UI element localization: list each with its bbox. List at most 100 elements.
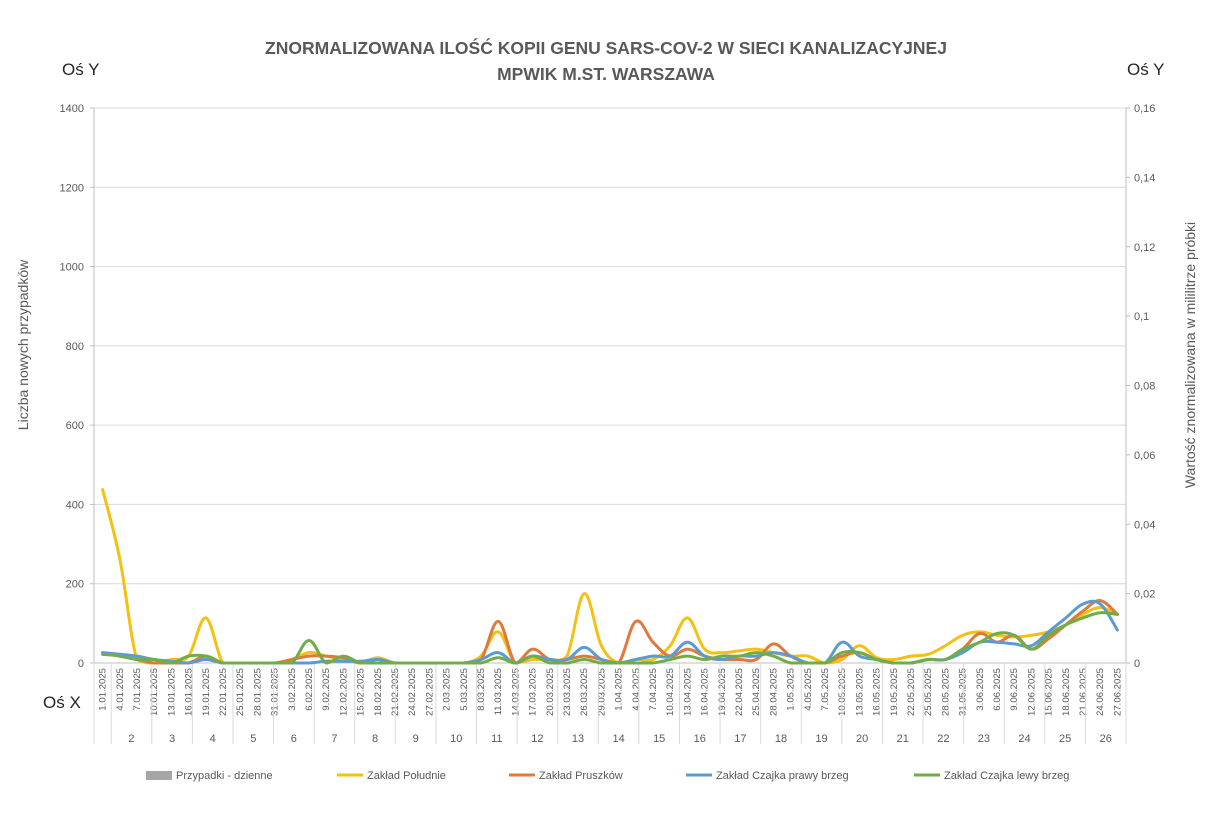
x-tick-label: 28.05.2025 [940, 668, 951, 716]
axes: 0 200 400 600 800 1000 1200 1400 0 0,02 0,04 0,06 0,… [15, 103, 1198, 745]
y-right-tick-label: 0,14 [1134, 172, 1155, 184]
x-tick-label: 6.06.2025 [992, 668, 1003, 711]
y-left-tick-label: 400 [66, 499, 84, 511]
x-tick-label: 3.02.2025 [287, 668, 298, 711]
x-tick-label: 2.03.2025 [442, 668, 453, 711]
x-tick-label: 16.01.2025 [184, 668, 195, 716]
x-tick-label: 9.02.2025 [321, 668, 332, 711]
x-tick-label: 4.04.2025 [631, 668, 642, 711]
x-week-label: 14 [612, 733, 624, 745]
x-corner-label: Oś X [43, 693, 81, 712]
x-week-label: 17 [734, 733, 746, 745]
x-tick-label: 8.03.2025 [476, 668, 487, 711]
x-week-label: 26 [1100, 733, 1112, 745]
x-week-label: 21 [897, 733, 909, 745]
x-week-label: 15 [653, 733, 665, 745]
y-right-axis-title: Wartość znormalizowana w mililitrze prób… [1182, 222, 1198, 488]
x-week-label: 13 [572, 733, 584, 745]
y-left-tick-label: 1400 [60, 103, 84, 115]
chart-title-line-2: MPWIK M.ST. WARSZAWA [497, 64, 715, 84]
x-tick-label: 25.04.2025 [751, 668, 762, 716]
y-right-tick-label: 0,02 [1134, 589, 1155, 601]
x-week-label: 16 [694, 733, 706, 745]
y-right-corner-label: Oś Y [1127, 60, 1165, 79]
x-tick-label: 31.05.2025 [958, 668, 969, 716]
x-tick-label: 6.02.2025 [304, 668, 315, 711]
x-tick-label: 13.05.2025 [854, 668, 865, 716]
x-tick-label: 21.06.2025 [1078, 668, 1089, 716]
x-tick-label: 5.03.2025 [459, 668, 470, 711]
y-left-tick-label: 1200 [60, 182, 84, 194]
x-tick-label: 7.04.2025 [648, 668, 659, 711]
x-tick-label: 1.01.2025 [98, 668, 109, 711]
y-left-tick-label: 800 [66, 341, 84, 353]
y-right-tick-label: 0,08 [1134, 381, 1155, 393]
chart-title-line-1: ZNORMALIZOWANA ILOŚĆ KOPII GENU SARS-COV… [265, 37, 947, 58]
x-week-label: 24 [1018, 733, 1030, 745]
x-tick-label: 7.01.2025 [132, 668, 143, 711]
x-week-label: 11 [491, 733, 502, 745]
x-tick-label: 20.03.2025 [545, 668, 556, 716]
series-line-south [101, 488, 1119, 665]
x-week-label: 3 [169, 733, 175, 745]
x-tick-label: 16.04.2025 [700, 668, 711, 716]
x-week-label: 12 [531, 733, 543, 745]
x-tick-label: 24.02.2025 [407, 668, 418, 716]
x-week-label: 9 [413, 733, 419, 745]
legend-label: Zakład Czajka lewy brzeg [944, 770, 1069, 782]
x-tick-label: 22.01.2025 [218, 668, 229, 716]
y-left-tick-label: 0 [78, 658, 84, 670]
y-right-tick-label: 0 [1134, 658, 1140, 670]
series-line-pruszkow [101, 599, 1119, 665]
legend-swatch-cases [146, 771, 172, 780]
legend-label: Zakład Czajka prawy brzeg [716, 770, 849, 782]
x-tick-label: 28.01.2025 [252, 668, 263, 716]
y-right-tick-label: 0,16 [1134, 103, 1155, 115]
x-tick-label: 25.05.2025 [923, 668, 934, 716]
x-tick-label: 11.03.2025 [493, 668, 504, 715]
x-tick-label: 13.04.2025 [682, 668, 693, 716]
x-tick-label: 28.04.2025 [768, 668, 779, 716]
x-tick-label: 18.02.2025 [373, 668, 384, 716]
y-right-tick-label: 0,1 [1134, 311, 1149, 323]
x-tick-label: 27.06.2025 [1112, 668, 1123, 716]
x-week-label: 22 [937, 733, 949, 745]
x-week-label: 5 [250, 733, 256, 745]
x-week-label: 7 [331, 733, 337, 745]
x-tick-label: 12.06.2025 [1026, 668, 1037, 716]
series-lines [101, 488, 1119, 665]
x-tick-label: 19.05.2025 [889, 668, 900, 716]
x-tick-label: 10.05.2025 [837, 668, 848, 716]
gridlines [94, 107, 1126, 664]
x-tick-label: 15.06.2025 [1044, 668, 1055, 716]
x-tick-label: 13.01.2025 [166, 668, 177, 716]
series-line-czajka_left [101, 611, 1119, 665]
x-tick-label: 29.03.2025 [596, 668, 607, 716]
x-week-label: 2 [128, 733, 134, 745]
x-tick-label: 19.01.2025 [201, 668, 212, 716]
x-tick-label: 1.04.2025 [614, 668, 625, 711]
x-tick-label: 18.06.2025 [1061, 668, 1072, 716]
x-week-label: 6 [291, 733, 297, 745]
x-tick-label: 22.05.2025 [906, 668, 917, 716]
x-tick-label: 10.04.2025 [665, 668, 676, 716]
y-left-tick-label: 600 [66, 420, 84, 432]
y-left-tick-label: 1000 [60, 262, 84, 274]
x-week-label: 25 [1059, 733, 1071, 745]
x-week-label: 18 [775, 733, 787, 745]
x-week-label: 19 [815, 733, 827, 745]
x-tick-label: 23.03.2025 [562, 668, 573, 716]
x-tick-label: 15.02.2025 [356, 668, 367, 716]
y-right-tick-label: 0,04 [1134, 519, 1155, 531]
x-tick-label: 3.06.2025 [975, 668, 986, 711]
x-week-label: 10 [450, 733, 462, 745]
x-tick-label: 16.05.2025 [872, 668, 883, 716]
x-tick-label: 7.05.2025 [820, 668, 831, 711]
series-line-czajka_right [101, 599, 1119, 665]
x-tick-label: 27.02.2025 [424, 668, 435, 716]
legend-label: Zakład Pruszków [539, 770, 623, 782]
y-left-axis-title: Liczba nowych przypadków [15, 259, 31, 430]
x-tick-label: 4.05.2025 [803, 668, 814, 711]
x-tick-label: 24.06.2025 [1095, 668, 1106, 716]
x-tick-label: 4.01.2025 [115, 668, 126, 711]
